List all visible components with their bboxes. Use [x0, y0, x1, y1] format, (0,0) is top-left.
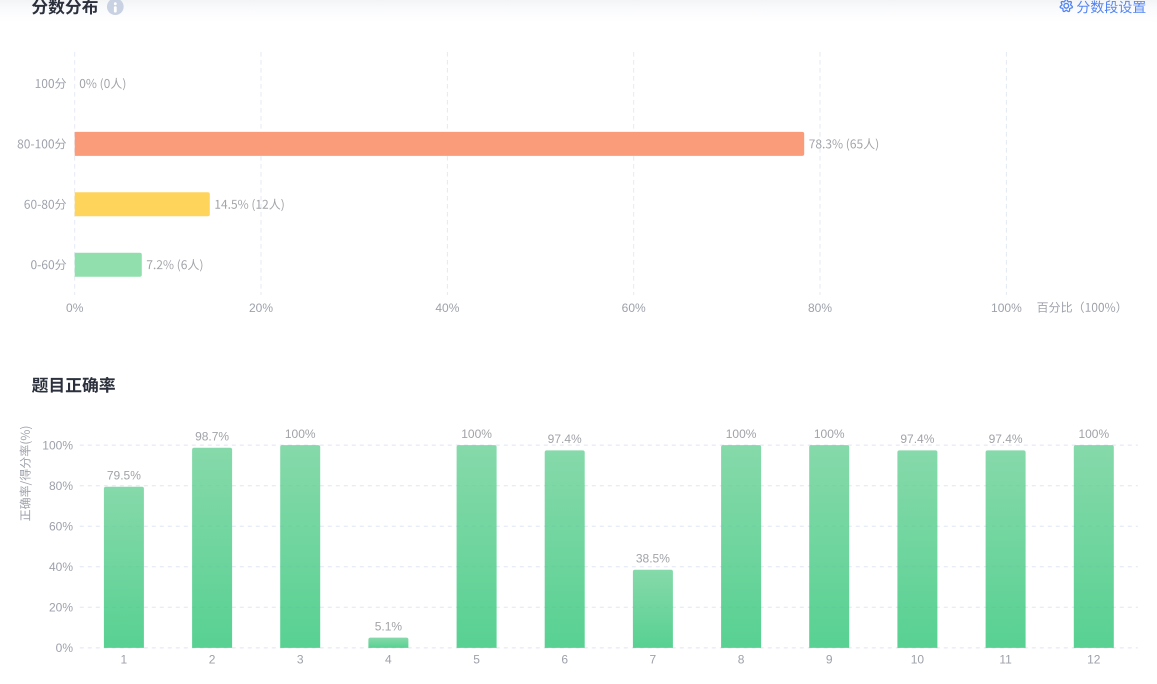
- svg-text:20%: 20%: [49, 601, 73, 615]
- svg-text:97.4%: 97.4%: [989, 432, 1023, 446]
- svg-text:100%: 100%: [991, 301, 1022, 315]
- svg-text:100%: 100%: [461, 427, 492, 441]
- svg-text:1: 1: [121, 653, 128, 667]
- svg-text:60%: 60%: [49, 520, 73, 534]
- svg-text:9: 9: [826, 653, 833, 667]
- svg-text:79.5%: 79.5%: [107, 468, 141, 482]
- svg-text:60%: 60%: [622, 301, 646, 315]
- svg-text:12: 12: [1087, 653, 1101, 667]
- svg-text:100%: 100%: [726, 427, 757, 441]
- svg-text:7: 7: [650, 653, 657, 667]
- svg-text:98.7%: 98.7%: [195, 429, 229, 443]
- svg-text:11: 11: [999, 653, 1012, 667]
- svg-text:8: 8: [738, 653, 745, 667]
- svg-text:38.5%: 38.5%: [636, 552, 670, 566]
- svg-text:20%: 20%: [249, 301, 273, 315]
- svg-text:6: 6: [561, 653, 568, 667]
- svg-text:80%: 80%: [808, 301, 832, 315]
- svg-text:100%: 100%: [285, 427, 316, 441]
- svg-text:5.1%: 5.1%: [375, 619, 403, 633]
- svg-text:40%: 40%: [435, 301, 459, 315]
- svg-text:4: 4: [385, 653, 392, 667]
- svg-text:100%: 100%: [42, 438, 73, 452]
- svg-text:0%: 0%: [66, 301, 84, 315]
- svg-text:97.4%: 97.4%: [548, 432, 582, 446]
- svg-text:10: 10: [911, 653, 925, 667]
- svg-text:100%: 100%: [814, 427, 845, 441]
- svg-text:100%: 100%: [1078, 427, 1109, 441]
- svg-text:3: 3: [297, 653, 304, 667]
- svg-text:2: 2: [209, 653, 216, 667]
- svg-text:97.4%: 97.4%: [900, 432, 934, 446]
- svg-text:80%: 80%: [49, 479, 73, 493]
- svg-text:40%: 40%: [49, 560, 73, 574]
- svg-text:0%: 0%: [56, 641, 74, 655]
- svg-text:5: 5: [473, 653, 480, 667]
